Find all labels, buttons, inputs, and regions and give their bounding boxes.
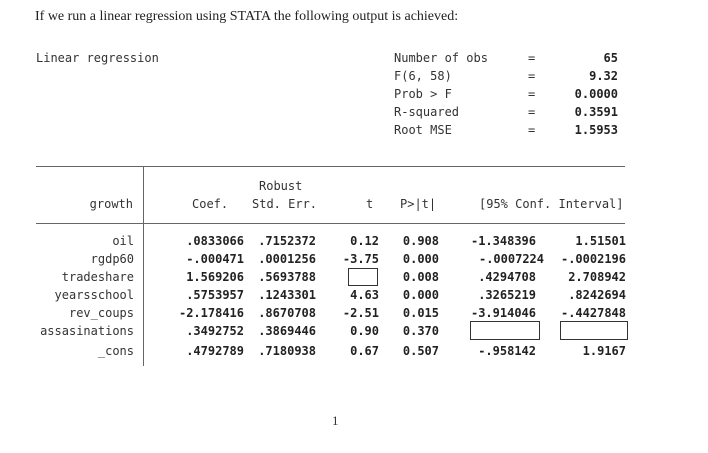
row-var-rev-coups: rev_coups	[68, 306, 134, 320]
row-t: 0.90	[350, 324, 379, 338]
stat-value-rootmse: 1.5953	[574, 123, 618, 137]
row-p: 0.908	[402, 234, 439, 248]
row-coef: .0833066	[186, 234, 244, 248]
row-p: 0.015	[402, 306, 439, 320]
stat-eq: =	[528, 69, 536, 83]
table-header-rule	[36, 223, 625, 224]
row-ci-low: -.0007224	[478, 252, 544, 266]
table-vertical-rule	[143, 166, 144, 366]
stat-label-f: F(6, 58)	[394, 69, 452, 83]
row-ci-low: -1.348396	[470, 234, 536, 248]
row-t: -3.75	[342, 252, 379, 266]
row-ci-high: .8242694	[568, 288, 626, 302]
stat-eq: =	[528, 105, 536, 119]
row-se: .3869446	[258, 324, 316, 338]
row-ci-high: 2.708942	[568, 270, 626, 284]
row-coef: -.000471	[186, 252, 244, 266]
row-ci-low: .3265219	[478, 288, 536, 302]
header-depvar: growth	[89, 197, 133, 211]
header-p: P>|t|	[400, 197, 437, 211]
row-var-cons: _cons	[97, 344, 134, 358]
row-ci-high: -.0002196	[560, 252, 626, 266]
row-ci-high: 1.51501	[575, 234, 626, 248]
stat-label-rsquared: R-squared	[394, 105, 460, 119]
row-se: .5693788	[258, 270, 316, 284]
row-ci-high: -.4427848	[560, 306, 626, 320]
row-se: .1243301	[258, 288, 316, 302]
row-coef: .4792789	[186, 344, 244, 358]
row-ci-low: .4294708	[478, 270, 536, 284]
row-p: 0.000	[402, 252, 439, 266]
row-ci-low: -.958142	[478, 344, 536, 358]
row-se: .8670708	[258, 306, 316, 320]
stat-value-nobs: 65	[603, 51, 618, 65]
stat-value-f: 9.32	[589, 69, 618, 83]
row-var-tradeshare: tradeshare	[61, 270, 134, 284]
row-var-oil: oil	[112, 234, 134, 248]
stat-label-probf: Prob > F	[394, 87, 452, 101]
page-number: 1	[332, 413, 339, 428]
header-ci: [95% Conf. Interval]	[479, 197, 624, 211]
row-se: .7152372	[258, 234, 316, 248]
blank-ci-high-box	[560, 321, 628, 340]
stat-value-rsquared: 0.3591	[574, 105, 618, 119]
row-p: 0.000	[402, 288, 439, 302]
intro-text: If we run a linear regression using STAT…	[35, 9, 459, 24]
row-coef: .5753957	[186, 288, 244, 302]
row-var-assasinations: assasinations	[40, 324, 134, 338]
row-t: 4.63	[350, 288, 379, 302]
stat-label-nobs: Number of obs	[394, 51, 488, 65]
row-p: 0.008	[402, 270, 439, 284]
stat-eq: =	[528, 51, 536, 65]
stat-eq: =	[528, 87, 536, 101]
row-t: -2.51	[342, 306, 379, 320]
table-top-rule	[36, 166, 625, 167]
row-t: 0.67	[350, 344, 379, 358]
row-coef: -2.178416	[178, 306, 244, 320]
blank-t-box	[348, 268, 378, 286]
stat-label-rootmse: Root MSE	[394, 123, 452, 137]
header-coef: Coef.	[192, 197, 229, 211]
row-p: 0.507	[402, 344, 439, 358]
row-var-rgdp60: rgdp60	[90, 252, 134, 266]
header-stderr: Std. Err.	[252, 197, 318, 211]
stat-eq: =	[528, 123, 536, 137]
row-ci-high: 1.9167	[582, 344, 626, 358]
row-var-yearsschool: yearsschool	[54, 288, 134, 302]
row-se: .0001256	[258, 252, 316, 266]
row-coef: .3492752	[186, 324, 244, 338]
blank-ci-low-box	[470, 321, 540, 340]
row-se: .7180938	[258, 344, 316, 358]
regression-title: Linear regression	[36, 51, 159, 65]
header-robust: Robust	[259, 179, 303, 193]
stat-value-probf: 0.0000	[574, 87, 618, 101]
header-t: t	[366, 197, 374, 211]
row-p: 0.370	[402, 324, 439, 338]
row-t: 0.12	[350, 234, 379, 248]
row-ci-low: -3.914046	[470, 306, 536, 320]
row-coef: 1.569206	[186, 270, 244, 284]
